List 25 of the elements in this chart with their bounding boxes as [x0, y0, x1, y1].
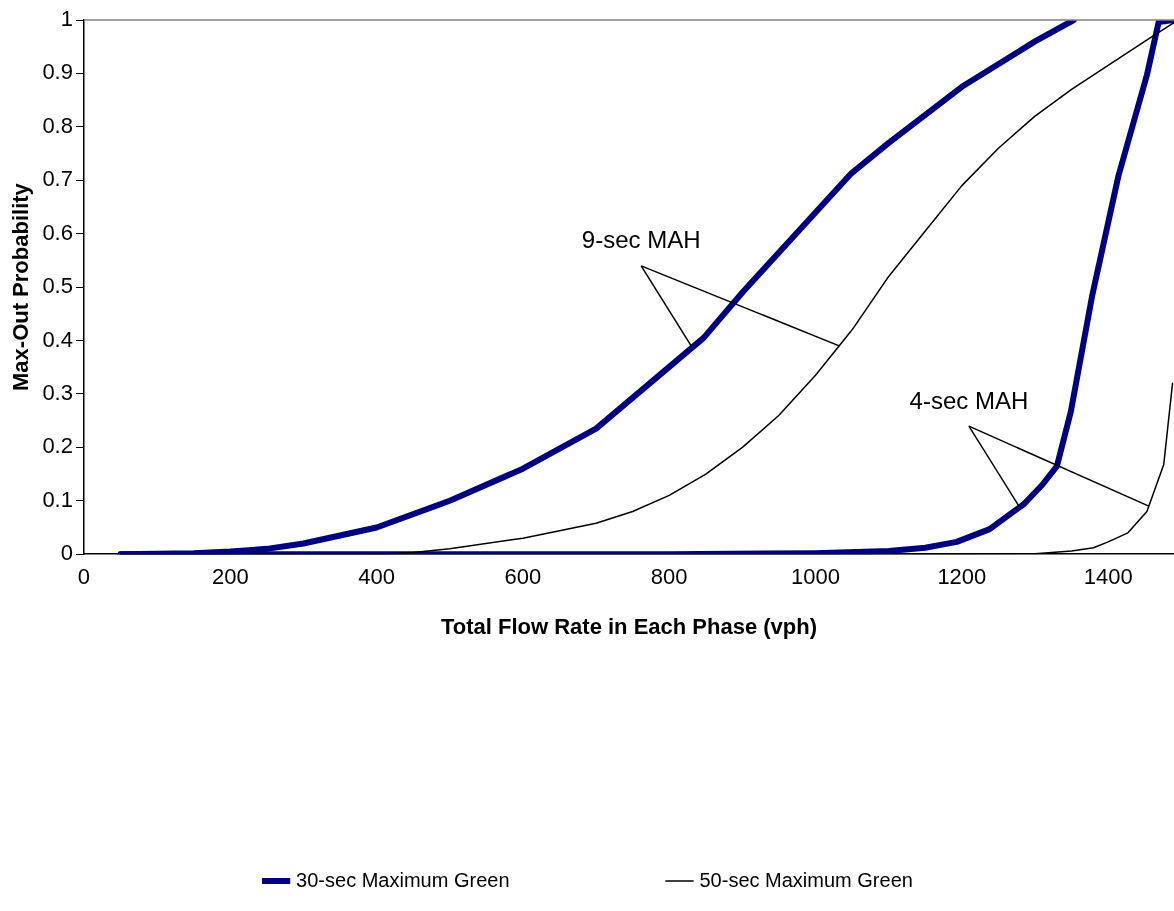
- y-tick-label: 0: [60, 540, 73, 566]
- y-tick-label: 0.4: [42, 326, 73, 352]
- annotation: 9-sec MAH: [581, 226, 701, 254]
- x-tick-label: 800: [650, 564, 688, 590]
- y-tick-label: 0.5: [42, 273, 73, 299]
- annotation: 4-sec MAH: [909, 386, 1029, 414]
- y-axis-title: Max-Out Probability: [8, 182, 34, 391]
- y-tick-label: 0.9: [42, 59, 73, 85]
- legend-label: 30-sec Maximum Green: [296, 868, 510, 891]
- x-axis-title: Total Flow Rate in Each Phase (vph): [440, 613, 818, 639]
- y-tick-label: 0.7: [42, 166, 73, 192]
- legend-label: 50-sec Maximum Green: [699, 868, 913, 891]
- y-tick-label: 0.6: [42, 219, 73, 245]
- y-tick-label: 0.2: [42, 433, 73, 459]
- y-tick-label: 0.3: [42, 380, 73, 405]
- y-tick-label: 1: [60, 6, 73, 32]
- x-tick-label: 1200: [937, 564, 987, 590]
- x-tick-label: 600: [504, 564, 542, 590]
- x-tick-label: 400: [358, 564, 395, 590]
- x-tick-label: 1000: [791, 564, 841, 590]
- x-tick-label: 1400: [1083, 564, 1133, 590]
- x-tick-label: 200: [211, 564, 249, 590]
- y-tick-label: 0.8: [42, 112, 73, 138]
- x-tick-label: 0: [77, 564, 91, 590]
- y-tick-label: 0.1: [42, 486, 73, 512]
